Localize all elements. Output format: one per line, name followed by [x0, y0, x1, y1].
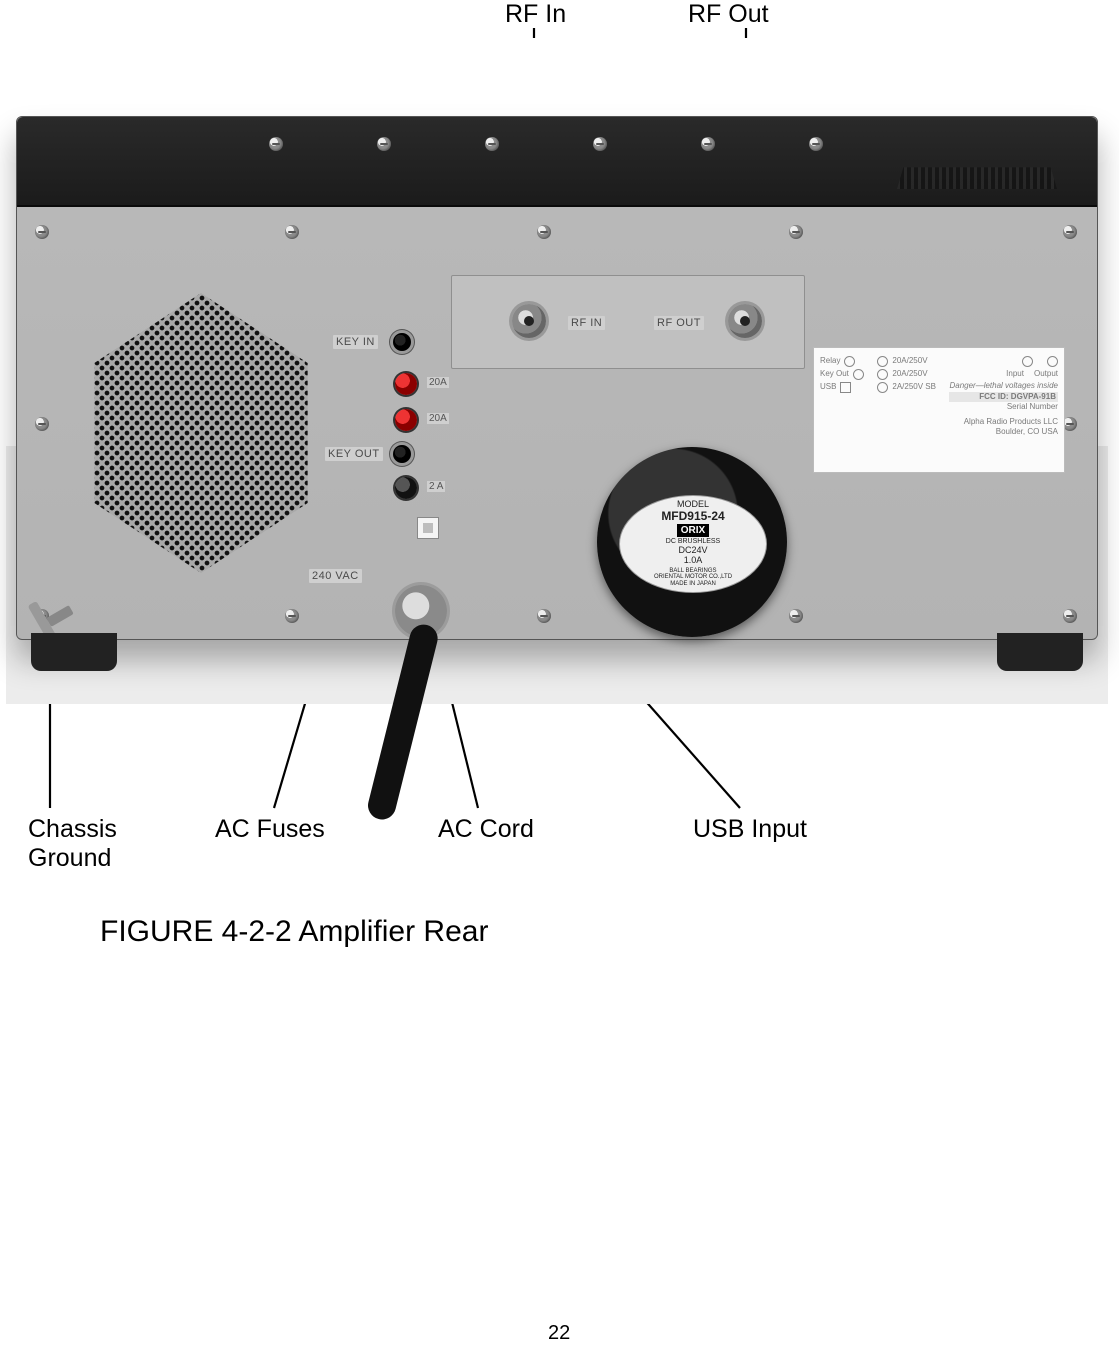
- fuse-3-label: 2 A: [427, 481, 445, 492]
- motor-model: MFD915-24: [661, 510, 724, 523]
- fuse-3-icon: [395, 477, 417, 499]
- motor-label-plate: MODEL MFD915-24 ORIX DC BRUSHLESS DC24V …: [619, 495, 767, 593]
- usb-port-icon: [417, 517, 439, 539]
- screw-icon: [1063, 417, 1077, 431]
- id-danger: Danger—lethal voltages inside: [949, 381, 1058, 391]
- motor-mfr: ORIENTAL MOTOR CO.,LTD: [654, 574, 732, 581]
- key-in-jack-icon: [393, 333, 411, 351]
- screw-icon: [537, 225, 551, 239]
- dot-icon: [853, 369, 864, 380]
- dot-icon: [877, 382, 888, 393]
- id-output: Output: [1034, 369, 1058, 379]
- id-plate: Relay Key Out USB 20A/250V 20A/250V 2A/2…: [813, 347, 1065, 473]
- fuse-1-icon: [395, 373, 417, 395]
- page: RF In RF Out Chassis Ground AC Fuses AC …: [0, 0, 1119, 1350]
- foot-left-icon: [31, 633, 117, 671]
- screw-icon: [809, 137, 823, 151]
- screw-icon: [35, 417, 49, 431]
- screw-icon: [35, 225, 49, 239]
- fuse-2-label: 20A: [427, 413, 449, 424]
- screw-icon: [377, 137, 391, 151]
- screw-icon: [269, 137, 283, 151]
- rf-out-connector-icon: [728, 304, 762, 338]
- tag-rf-in: RF IN: [568, 316, 605, 330]
- dot-icon: [1047, 356, 1058, 367]
- tag-key-in: KEY IN: [333, 335, 378, 349]
- screw-icon: [537, 609, 551, 623]
- id-maker: Alpha Radio Products LLC: [949, 417, 1058, 427]
- screw-icon: [789, 225, 803, 239]
- id-keyout: Key Out: [820, 369, 849, 379]
- tag-key-out: KEY OUT: [325, 447, 383, 461]
- dot-icon: [877, 356, 888, 367]
- screw-icon: [789, 609, 803, 623]
- motor-bearings: BALL BEARINGS: [669, 568, 716, 575]
- lid-vent-icon: [897, 135, 1057, 189]
- id-fuse2: 20A/250V: [892, 369, 927, 379]
- rf-plate: RF IN RF OUT: [451, 275, 805, 369]
- motor-brand: ORIX: [677, 524, 709, 537]
- dot-icon: [877, 369, 888, 380]
- screw-icon: [593, 137, 607, 151]
- motor-amps: 1.0A: [684, 556, 703, 566]
- fuse-1-label: 20A: [427, 377, 449, 388]
- key-out-jack-icon: [393, 445, 411, 463]
- chassis: KEY IN KEY OUT RF IN RF OUT 20A 20A 2 A …: [16, 116, 1098, 640]
- tag-ac-voltage: 240 VAC: [309, 569, 362, 583]
- id-serial: Serial Number: [949, 402, 1058, 412]
- rf-in-connector-icon: [512, 304, 546, 338]
- id-usb: USB: [820, 382, 836, 392]
- screw-icon: [485, 137, 499, 151]
- screw-icon: [285, 225, 299, 239]
- id-input: Input: [1006, 369, 1024, 379]
- fuse-2-icon: [395, 409, 417, 431]
- amplifier-rear-photo: KEY IN KEY OUT RF IN RF OUT 20A 20A 2 A …: [6, 38, 1108, 704]
- id-fuse1: 20A/250V: [892, 356, 927, 366]
- motor-made: MADE IN JAPAN: [670, 581, 716, 588]
- dot-icon: [1022, 356, 1033, 367]
- motor-icon: MODEL MFD915-24 ORIX DC BRUSHLESS DC24V …: [597, 447, 787, 637]
- foot-right-icon: [997, 633, 1083, 671]
- page-number: 22: [548, 1322, 570, 1345]
- screw-icon: [701, 137, 715, 151]
- screw-icon: [285, 609, 299, 623]
- square-icon: [840, 382, 851, 393]
- screw-icon: [1063, 609, 1077, 623]
- figure-caption: FIGURE 4-2-2 Amplifier Rear: [100, 915, 488, 949]
- chassis-lid: [17, 117, 1097, 207]
- id-fcc: FCC ID: DGVPA-91B: [949, 392, 1058, 402]
- tag-rf-out: RF OUT: [654, 316, 704, 330]
- fan-grille-icon: [77, 293, 325, 573]
- id-relay: Relay: [820, 356, 840, 366]
- id-city: Boulder, CO USA: [949, 427, 1058, 437]
- id-fuse3: 2A/250V SB: [892, 382, 936, 392]
- dot-icon: [844, 356, 855, 367]
- screw-icon: [1063, 225, 1077, 239]
- chassis-ground-lug-icon: [46, 605, 74, 627]
